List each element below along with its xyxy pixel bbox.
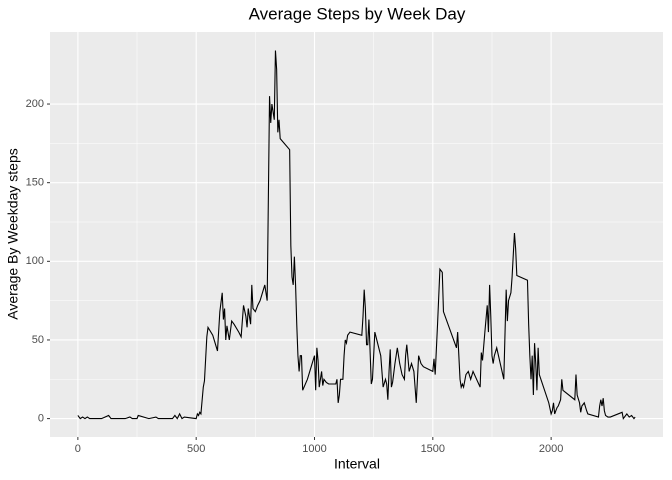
y-tick-label: 150: [26, 177, 44, 189]
y-tick-label: 50: [32, 334, 44, 346]
x-tick-label: 1500: [421, 443, 445, 455]
chart-title: Average Steps by Week Day: [249, 4, 466, 23]
x-tick-label: 0: [75, 443, 81, 455]
data-line: [77, 50, 636, 420]
x-axis-label: Interval: [334, 456, 380, 472]
plot-panel: [50, 32, 663, 437]
y-tick-label: 0: [38, 413, 44, 425]
x-tick-label: 2000: [539, 443, 563, 455]
y-tick-label: 100: [26, 255, 44, 267]
y-tick-label: 200: [26, 98, 44, 110]
y-axis-label: Average By Weekday steps: [5, 148, 21, 319]
x-tick-label: 500: [187, 443, 205, 455]
x-tick-label: 1000: [302, 443, 326, 455]
